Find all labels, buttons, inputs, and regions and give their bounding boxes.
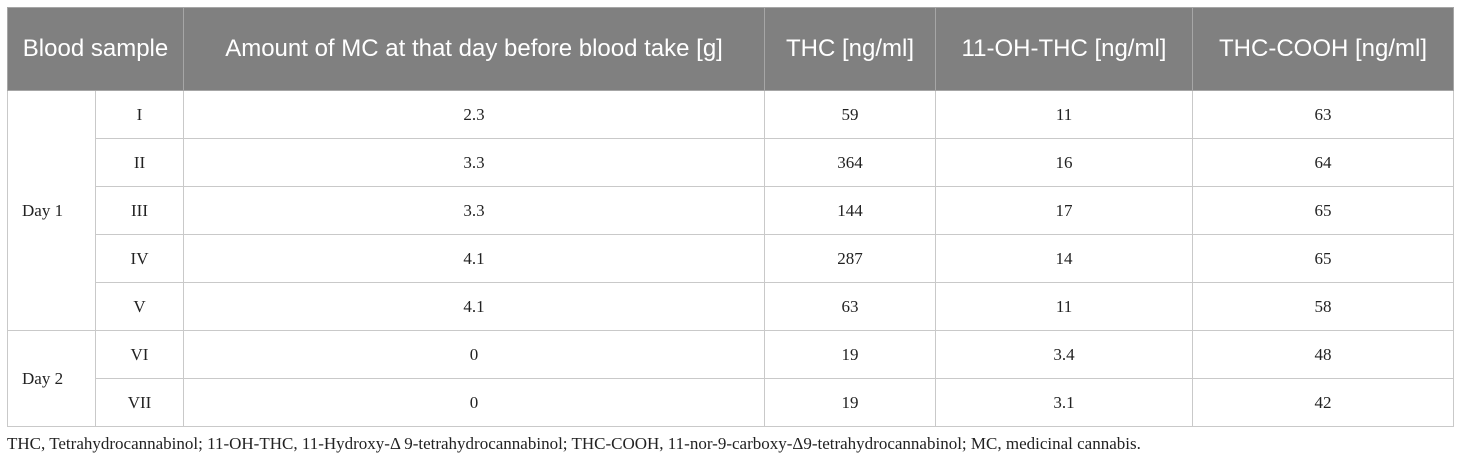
group-label-day-1: Day 1 (7, 90, 96, 331)
sample-cell: II (94, 138, 185, 187)
sample-cell: IV (94, 234, 185, 283)
blood-sample-table: Blood sample Amount of MC at that day be… (6, 7, 1455, 427)
header-row: Blood sample Amount of MC at that day be… (6, 7, 1455, 91)
thc-cell: 144 (764, 186, 937, 235)
table-row: VII 0 19 3.1 42 (8, 378, 1455, 427)
thc-cell: 19 (764, 378, 937, 427)
table-row: III 3.3 144 17 65 (8, 186, 1455, 235)
oh-thc-cell: 14 (935, 234, 1194, 283)
header-11-oh-thc: 11-OH-THC [ng/ml] (935, 7, 1194, 91)
header-amount: Amount of MC at that day before blood ta… (183, 7, 766, 91)
header-thc-cooh: THC-COOH [ng/ml] (1192, 7, 1455, 91)
thc-cell: 364 (764, 138, 937, 187)
amount-cell: 0 (183, 378, 766, 427)
sample-cell: VI (94, 330, 185, 379)
sample-cell: V (94, 282, 185, 331)
amount-cell: 2.3 (183, 90, 766, 139)
thc-cooh-cell: 48 (1192, 330, 1455, 379)
sample-cell: III (94, 186, 185, 235)
oh-thc-cell: 11 (935, 90, 1194, 139)
thc-cooh-cell: 65 (1192, 186, 1455, 235)
thc-cooh-cell: 58 (1192, 282, 1455, 331)
table-footnote: THC, Tetrahydrocannabinol; 11-OH-THC, 11… (7, 434, 1141, 453)
group-label-day-2: Day 2 (7, 330, 96, 427)
amount-cell: 3.3 (183, 138, 766, 187)
header-blood-sample: Blood sample (6, 7, 185, 91)
amount-cell: 4.1 (183, 282, 766, 331)
table-row: Day 1 I 2.3 59 11 63 (7, 90, 1455, 331)
amount-cell: 4.1 (183, 234, 766, 283)
oh-thc-cell: 16 (935, 138, 1194, 187)
thc-cooh-cell: 64 (1192, 138, 1455, 187)
thc-cooh-cell: 63 (1192, 90, 1455, 139)
oh-thc-cell: 17 (935, 186, 1194, 235)
oh-thc-cell: 11 (935, 282, 1194, 331)
sample-cell: I (94, 90, 185, 139)
thc-cell: 63 (764, 282, 937, 331)
thc-cooh-cell: 42 (1192, 378, 1455, 427)
table-row: Day 2 VI 0 19 3.4 48 (7, 330, 1455, 427)
data-table-container: Blood sample Amount of MC at that day be… (6, 7, 1455, 427)
oh-thc-cell: 3.1 (935, 378, 1194, 427)
thc-cooh-cell: 65 (1192, 234, 1455, 283)
sample-cell: VII (94, 378, 185, 427)
table-row: V 4.1 63 11 58 (8, 282, 1455, 331)
table-row: IV 4.1 287 14 65 (8, 234, 1455, 283)
thc-cell: 59 (764, 90, 937, 139)
amount-cell: 3.3 (183, 186, 766, 235)
amount-cell: 0 (183, 330, 766, 379)
thc-cell: 287 (764, 234, 937, 283)
thc-cell: 19 (764, 330, 937, 379)
table-row: II 3.3 364 16 64 (8, 138, 1455, 187)
oh-thc-cell: 3.4 (935, 330, 1194, 379)
header-thc: THC [ng/ml] (764, 7, 937, 91)
